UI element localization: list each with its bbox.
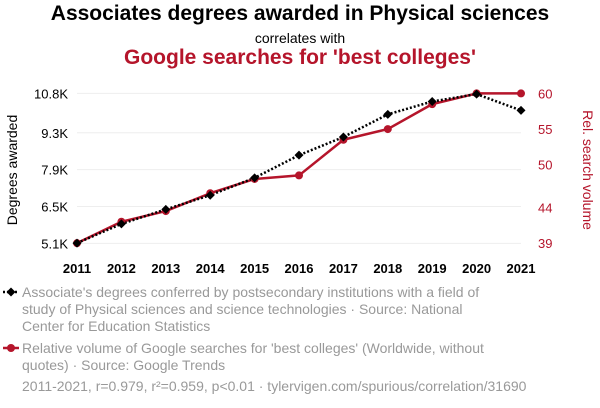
x-tick-label: 2017 bbox=[329, 261, 358, 276]
data-point-searches bbox=[295, 171, 303, 180]
legend-label-degrees: Associate's degrees conferred by postsec… bbox=[22, 284, 480, 334]
data-point-searches bbox=[383, 125, 392, 134]
data-point-searches bbox=[517, 89, 525, 98]
right-tick-label: 55 bbox=[538, 122, 552, 137]
right-axis-label: Rel. search volume bbox=[580, 110, 596, 230]
data-point-degrees bbox=[338, 132, 348, 142]
x-tick-label: 2020 bbox=[462, 261, 491, 276]
left-axis-label: Degrees awarded bbox=[4, 115, 20, 226]
series-line-degrees bbox=[76, 92, 522, 245]
data-point-degrees bbox=[72, 238, 82, 248]
data-point-degrees bbox=[116, 219, 126, 229]
x-tick-label: 2016 bbox=[285, 261, 314, 276]
x-tick-label: 2015 bbox=[240, 261, 269, 276]
left-tick-label: 10.8K bbox=[34, 86, 68, 101]
x-tick-label: 2011 bbox=[63, 261, 91, 276]
x-tick-label: 2014 bbox=[196, 261, 226, 276]
left-tick-label: 7.9K bbox=[41, 163, 68, 178]
series-line-searches bbox=[76, 92, 521, 245]
chart-footer: 2011-2021, r=0.979, r²=0.959, p<0.01 · t… bbox=[22, 378, 527, 394]
left-tick-label: 9.3K bbox=[41, 126, 68, 141]
x-tick-label: 2018 bbox=[373, 261, 402, 276]
data-point-degrees bbox=[205, 190, 215, 200]
legend-marker-searches bbox=[7, 344, 15, 352]
x-tick-label: 2019 bbox=[418, 261, 447, 276]
left-tick-label: 5.1K bbox=[41, 236, 68, 251]
chart-title: Associates degrees awarded in Physical s… bbox=[50, 2, 550, 25]
chart-subtitle: correlates with bbox=[254, 30, 346, 46]
right-tick-label: 60 bbox=[538, 86, 552, 101]
data-point-degrees bbox=[250, 173, 260, 183]
x-tick-label: 2012 bbox=[107, 261, 136, 276]
legend-label-searches: Relative volume of Google searches for '… bbox=[22, 340, 484, 373]
right-tick-label: 44 bbox=[538, 201, 552, 216]
data-point-degrees bbox=[427, 96, 437, 106]
left-tick-label: 6.5K bbox=[41, 200, 68, 215]
right-tick-label: 39 bbox=[538, 236, 552, 251]
data-point-degrees bbox=[516, 105, 526, 115]
right-tick-label: 50 bbox=[538, 158, 552, 173]
data-point-degrees bbox=[294, 150, 304, 160]
data-point-degrees bbox=[383, 109, 393, 119]
data-point-degrees bbox=[161, 204, 171, 214]
x-tick-label: 2013 bbox=[151, 261, 180, 276]
legend-marker-degrees bbox=[6, 287, 16, 297]
x-tick-label: 2021 bbox=[507, 261, 536, 276]
data-point-degrees bbox=[472, 89, 482, 99]
chart-title-secondary: Google searches for 'best colleges' bbox=[124, 46, 476, 69]
